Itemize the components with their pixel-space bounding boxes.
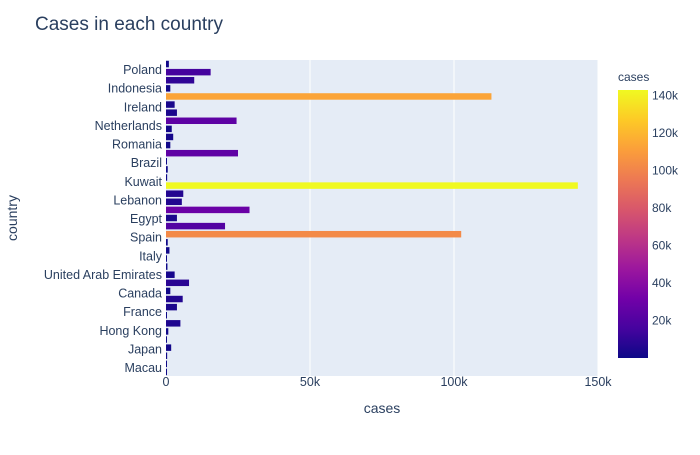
y-axis-title: country	[4, 195, 20, 241]
bar	[166, 149, 238, 157]
colorbar-tick-label: 140k	[652, 89, 679, 103]
bar	[166, 247, 170, 254]
bar	[166, 311, 167, 319]
bar	[166, 295, 183, 303]
y-tick-label: Kuwait	[124, 175, 162, 189]
bar	[166, 182, 578, 189]
bar	[166, 190, 184, 197]
bar	[166, 68, 211, 76]
bar	[166, 174, 168, 181]
bar	[166, 85, 171, 92]
x-tick-label: 0	[163, 375, 170, 389]
y-tick-label: Ireland	[124, 100, 162, 114]
colorbar-tick-label: 80k	[652, 201, 672, 215]
x-tick-label: 50k	[300, 375, 321, 389]
y-tick-label: Egypt	[130, 212, 162, 226]
bar	[166, 206, 250, 214]
y-tick-label: Spain	[130, 231, 162, 245]
bar	[166, 360, 167, 368]
bars	[166, 60, 578, 376]
bar	[166, 344, 172, 351]
y-tick-label: Romania	[112, 138, 162, 152]
grid-lines	[309, 60, 599, 376]
x-tick-label: 150k	[584, 375, 612, 389]
y-tick-label: Brazil	[131, 156, 162, 170]
bar	[166, 279, 190, 287]
y-tick-label: Italy	[139, 249, 163, 263]
bar	[166, 93, 492, 100]
colorbar-tick-label: 40k	[652, 276, 672, 290]
bar	[166, 166, 168, 173]
y-tick-label: Canada	[118, 287, 162, 301]
colorbar-tick-label: 120k	[652, 126, 679, 140]
bar	[166, 328, 169, 335]
colorbar-tick-labels: 20k 40k 60k 80k 100k 120k 140k	[652, 89, 679, 328]
bar	[166, 336, 167, 343]
bar	[166, 125, 172, 133]
y-tick-label: Lebanon	[113, 193, 162, 207]
y-tick-label: United Arab Emirates	[44, 268, 162, 282]
bar	[166, 77, 195, 84]
bar	[166, 352, 168, 359]
bar	[166, 303, 177, 311]
y-tick-label: Netherlands	[95, 119, 162, 133]
bar	[166, 287, 171, 295]
bar	[166, 368, 167, 376]
colorbar-tick-label: 20k	[652, 314, 672, 328]
y-tick-label: Hong Kong	[99, 324, 162, 338]
bar	[166, 133, 174, 141]
plot-area	[166, 60, 598, 376]
bar	[166, 320, 181, 327]
bar	[166, 101, 175, 108]
bar	[166, 222, 226, 230]
y-tick-label: France	[123, 305, 162, 319]
x-tick-label: 100k	[440, 375, 468, 389]
y-tick-label: Macau	[124, 361, 162, 375]
bar	[166, 255, 167, 262]
y-tick-label: Poland	[123, 63, 162, 77]
bar	[166, 214, 177, 222]
bar	[166, 239, 168, 246]
colorbar	[618, 90, 648, 358]
colorbar-tick-label: 100k	[652, 164, 679, 178]
x-axis-title: cases	[364, 400, 401, 416]
colorbar-title: cases	[618, 70, 649, 84]
x-tick-labels: 0 50k 100k 150k	[163, 375, 613, 389]
bar	[166, 271, 175, 278]
bar	[166, 158, 167, 165]
bar	[166, 117, 237, 125]
chart-title: Cases in each country	[35, 14, 223, 35]
y-tick-label: Japan	[128, 342, 162, 356]
bar	[166, 109, 177, 116]
bar	[166, 263, 168, 270]
bar	[166, 230, 462, 238]
y-tick-labels: Poland Indonesia Ireland Netherlands Romania…	[44, 63, 163, 375]
bar	[166, 198, 182, 206]
bar	[166, 60, 169, 68]
y-tick-label: Indonesia	[108, 82, 162, 96]
bar	[166, 141, 171, 149]
colorbar-tick-label: 60k	[652, 239, 672, 253]
